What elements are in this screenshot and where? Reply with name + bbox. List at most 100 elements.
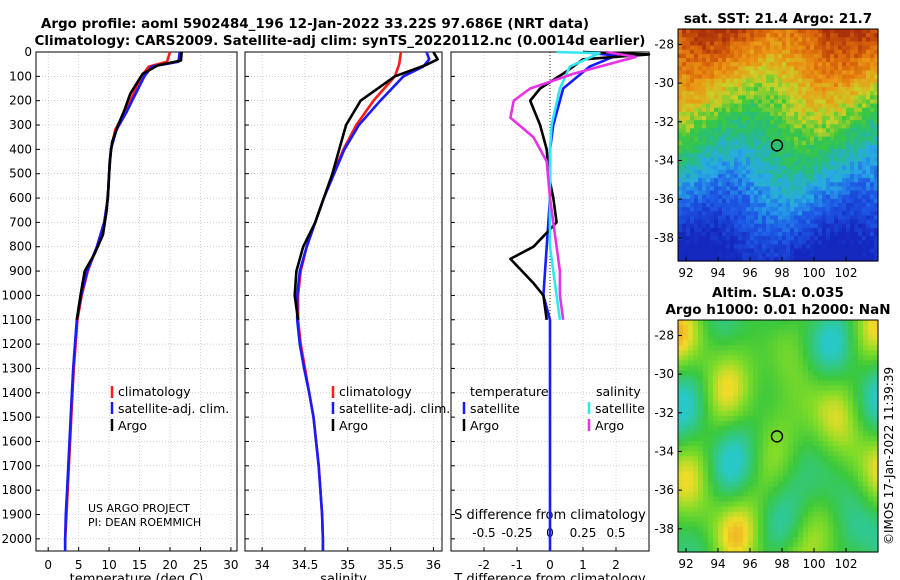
map-cell [823,531,829,538]
map-cell [728,501,734,508]
map-cell [768,320,774,326]
map-cell [803,506,809,513]
map-cell [843,521,849,528]
map-cell [808,335,814,341]
map-cell [766,107,771,113]
map-cell [698,320,704,326]
map-cell [778,153,783,159]
map-cell [733,375,739,382]
map-cell [766,53,771,59]
map-cell [834,145,839,150]
map-cell [766,74,771,80]
map-cell [850,223,855,229]
map-cell [766,223,771,229]
map-cell [842,165,847,171]
map-cell [803,370,809,377]
map-cell [738,320,744,326]
map-cell [788,511,794,518]
map-cell [730,128,735,134]
map-cell [853,526,859,533]
map-cell [798,325,804,331]
map-cell [854,136,859,142]
map-cell [783,345,789,351]
map-cell [693,506,699,513]
map-cell [868,355,874,361]
map-cell [722,33,727,38]
map-cell [753,375,759,382]
map-cell [746,232,751,237]
map-cell [713,496,719,503]
map-cell [730,95,735,101]
map-cell [762,182,767,188]
map-cell [743,471,749,477]
map-cell [806,240,811,246]
map-cell [798,53,803,59]
map-cell [874,128,879,134]
map-cell [814,240,819,246]
map-cell [688,375,694,382]
series-climatology [296,51,403,551]
map-cell [873,481,879,488]
map-cell [850,78,855,84]
map-cell [842,203,847,208]
map-cell [753,410,759,417]
map-cell [802,194,807,200]
map-cell [758,340,764,346]
map-cell [722,87,727,92]
map-cell [686,178,691,183]
map-cell [726,37,731,43]
map-cell [838,325,844,331]
map-cell [818,33,823,38]
y-tick-label: 0 [24,45,32,59]
map-cell [798,37,803,43]
map-cell [822,223,827,229]
map-cell [682,165,687,171]
map-cell [818,203,823,208]
map-cell [843,541,849,548]
map-cell [682,37,687,43]
map-cell [833,350,839,356]
map-cell [683,501,689,508]
map-cell [678,120,683,125]
map-cell [870,198,875,204]
map-cell [774,219,779,225]
map-cell [822,252,827,258]
map-cell [778,66,783,72]
map-cell [703,531,709,538]
map-cell [750,45,755,51]
map-cell [808,461,814,467]
map-cell [794,219,799,225]
map-cell [694,91,699,96]
map-cell [806,87,811,92]
map-cell [710,33,715,38]
map-cell [713,325,719,331]
map-cell [868,375,874,382]
map-cell [786,136,791,142]
map-cell [770,70,775,76]
map-cell [682,186,687,192]
map-cell [706,45,711,51]
map-cell [806,58,811,63]
map-cell [782,153,787,159]
map-cell [683,420,689,427]
map-cell [834,103,839,109]
map-cell [710,219,715,225]
map-cell [703,410,709,417]
map-cell [870,223,875,229]
map-cell [774,107,779,113]
map-cell [813,496,819,503]
map-cell [788,320,794,326]
map-cell [778,41,783,47]
map-cell [833,481,839,488]
map-cell [802,95,807,101]
map-cell [768,451,774,457]
map-cell [678,190,683,196]
map-cell [774,244,779,250]
map-cell [873,355,879,361]
map-cell [733,335,739,341]
map-cell [683,451,689,457]
map-cell [838,436,844,442]
map-cell [833,496,839,503]
map-cell [746,198,751,204]
map-cell [730,78,735,84]
